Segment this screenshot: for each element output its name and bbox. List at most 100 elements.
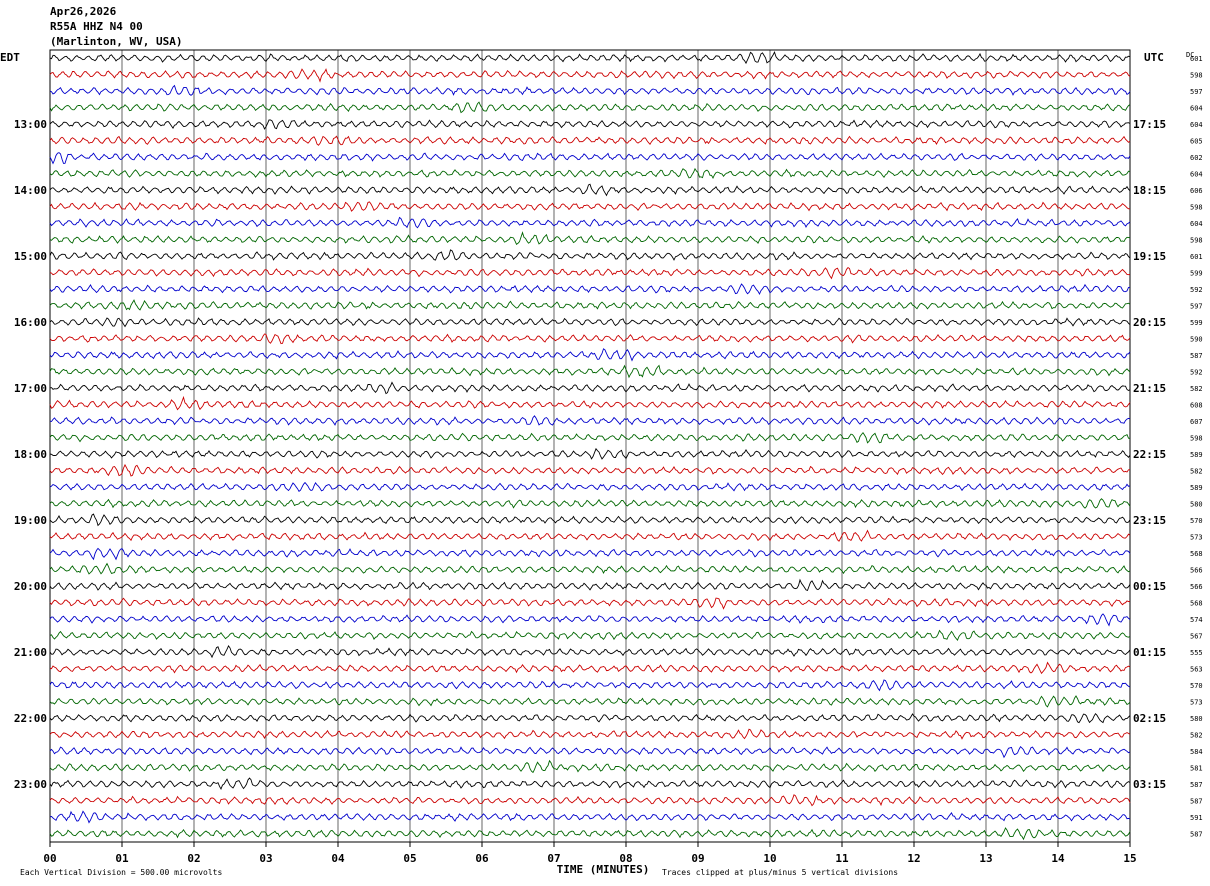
trace-line: [49, 152, 1131, 165]
trace-line: [49, 119, 1131, 130]
x-tick-label: 09: [691, 852, 704, 865]
dc-value: 592: [1190, 369, 1203, 377]
trace-line: [49, 283, 1131, 296]
utc-hour-label: 17:15: [1133, 118, 1166, 131]
dc-value: 568: [1190, 550, 1203, 558]
dc-value: 573: [1190, 534, 1203, 542]
dc-value: 573: [1190, 699, 1203, 707]
x-tick-label: 15: [1123, 852, 1136, 865]
trace-line: [49, 745, 1131, 759]
dc-value: 602: [1190, 154, 1203, 162]
trace-line: [49, 562, 1131, 575]
utc-hour-label: 23:15: [1133, 514, 1166, 527]
trace-line: [49, 348, 1131, 362]
edt-hour-label: 19:00: [14, 514, 47, 527]
trace-line: [49, 645, 1131, 659]
dc-value: 606: [1190, 187, 1203, 195]
trace-line: [49, 679, 1131, 692]
trace-line: [49, 333, 1131, 345]
edt-hour-label: 21:00: [14, 646, 47, 659]
dc-value: 599: [1190, 270, 1203, 278]
station-label: R55A HHZ N4 00: [50, 20, 143, 33]
dc-value: 598: [1190, 204, 1203, 212]
trace-line: [49, 777, 1131, 791]
dc-value: 589: [1190, 484, 1203, 492]
trace-line: [49, 167, 1131, 179]
trace-line: [49, 447, 1131, 460]
x-tick-label: 11: [835, 852, 849, 865]
edt-hour-label: 17:00: [14, 382, 47, 395]
dc-value: 608: [1190, 402, 1203, 410]
trace-line: [49, 481, 1131, 492]
dc-value: 584: [1190, 748, 1203, 756]
x-tick-label: 12: [907, 852, 920, 865]
scale-note: Each Vertical Division = 500.00 microvol…: [20, 868, 222, 877]
x-tick-label: 14: [1051, 852, 1065, 865]
dc-value: 581: [1190, 765, 1203, 773]
trace-line: [49, 395, 1131, 411]
dc-value: 566: [1190, 567, 1203, 575]
trace-line: [49, 597, 1131, 610]
location-label: (Marlinton, WV, USA): [50, 35, 183, 48]
x-tick-label: 03: [259, 852, 272, 865]
dc-value: 601: [1190, 253, 1203, 261]
x-tick-label: 00: [43, 852, 56, 865]
dc-value: 555: [1190, 649, 1203, 657]
trace-line: [49, 712, 1131, 724]
trace-line: [49, 135, 1131, 146]
dc-value: 587: [1190, 781, 1203, 789]
trace-line: [49, 613, 1131, 627]
dc-value: 563: [1190, 666, 1203, 674]
trace-line: [49, 578, 1131, 591]
edt-label: EDT: [0, 51, 20, 64]
trace-line: [49, 629, 1131, 641]
trace-line: [49, 728, 1131, 740]
edt-hour-label: 22:00: [14, 712, 47, 725]
utc-hour-label: 21:15: [1133, 382, 1166, 395]
dc-value: 582: [1190, 385, 1203, 393]
x-tick-label: 04: [331, 852, 345, 865]
utc-hour-label: 03:15: [1133, 778, 1166, 791]
utc-hour-label: 02:15: [1133, 712, 1166, 725]
dc-value: 570: [1190, 517, 1203, 525]
x-tick-label: 05: [403, 852, 416, 865]
dc-value: 604: [1190, 121, 1203, 129]
edt-hour-label: 23:00: [14, 778, 47, 791]
trace-line: [49, 463, 1130, 477]
dc-value: 582: [1190, 732, 1203, 740]
dc-value: 580: [1190, 715, 1203, 723]
trace-line: [49, 249, 1131, 261]
trace-line: [49, 183, 1131, 197]
dc-value: 587: [1190, 798, 1203, 806]
trace-line: [49, 317, 1131, 328]
trace-line: [49, 68, 1131, 83]
dc-value: 604: [1190, 105, 1203, 113]
x-tick-label: 01: [115, 852, 129, 865]
x-tick-label: 13: [979, 852, 992, 865]
dc-value: 580: [1190, 501, 1203, 509]
utc-hour-label: 18:15: [1133, 184, 1166, 197]
utc-hour-label: 01:15: [1133, 646, 1166, 659]
dc-value: 587: [1190, 352, 1203, 360]
dc-value: 592: [1190, 286, 1203, 294]
utc-hour-label: 00:15: [1133, 580, 1166, 593]
x-tick-label: 06: [475, 852, 489, 865]
trace-line: [49, 216, 1131, 229]
utc-hour-label: 20:15: [1133, 316, 1166, 329]
trace-line: [49, 695, 1131, 708]
dc-value: 587: [1190, 831, 1203, 839]
trace-line: [49, 661, 1131, 675]
x-axis-label: TIME (MINUTES): [557, 863, 650, 876]
dc-value: 598: [1190, 72, 1203, 80]
trace-line: [49, 827, 1131, 841]
dc-value: 570: [1190, 682, 1203, 690]
x-tick-label: 08: [619, 852, 632, 865]
trace-line: [49, 101, 1131, 114]
trace-line: [49, 547, 1131, 561]
dc-value: 591: [1190, 814, 1203, 822]
edt-hour-label: 20:00: [14, 580, 47, 593]
trace-line: [49, 498, 1131, 509]
dc-value: 574: [1190, 616, 1203, 624]
trace-line: [49, 431, 1131, 444]
